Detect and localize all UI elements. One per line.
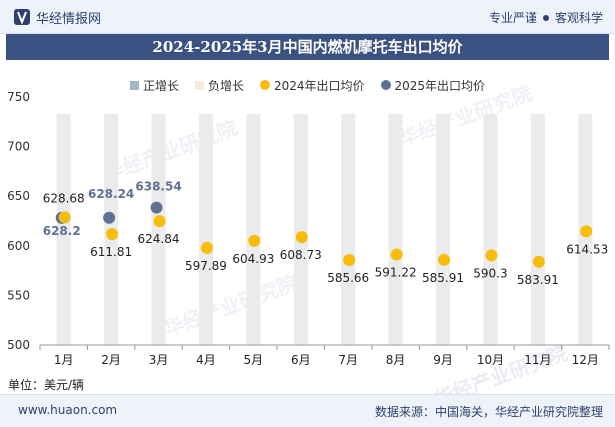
- x-tick-label: 9月: [433, 353, 453, 367]
- data-label-2024: 583.91: [517, 273, 559, 287]
- legend-label: 2024年出口均价: [273, 78, 365, 93]
- y-tick-label: 750: [7, 90, 30, 104]
- footer-bar: www.huaon.com 数据来源：中国海关，华经产业研究院整理: [0, 394, 615, 427]
- data-label-2025: 628.2: [43, 224, 81, 238]
- background-column: [436, 114, 451, 345]
- data-label-2025: 638.54: [135, 180, 181, 194]
- background-column: [341, 114, 356, 345]
- y-tick-label: 650: [7, 189, 30, 203]
- data-point-2024: [153, 215, 166, 228]
- data-label-2024: 591.22: [375, 266, 417, 280]
- background-column: [483, 114, 498, 345]
- data-label-2024: 590.3: [473, 266, 507, 280]
- x-tick-label: 10月: [477, 353, 504, 367]
- brand-name: 华经情报网: [36, 11, 102, 27]
- background-column: [530, 114, 545, 345]
- legend-swatch-negative: [194, 80, 204, 90]
- slogan-dot-icon: [542, 14, 549, 21]
- y-tick-label: 600: [7, 239, 30, 253]
- x-tick-label: 8月: [386, 353, 406, 367]
- x-tick-label: 2月: [101, 353, 121, 367]
- x-tick-label: 4月: [196, 353, 216, 367]
- chart-title: 2024-2025年3月中国内燃机摩托车出口均价: [6, 34, 609, 60]
- slogan-tag-2: 客观科学: [554, 11, 603, 25]
- data-label-2024: 614.53: [566, 242, 608, 256]
- legend-item-2024: 2024年出口均价: [259, 77, 365, 94]
- y-tick-label: 500: [7, 338, 30, 352]
- background-column: [151, 114, 166, 345]
- x-tick-label: 1月: [54, 353, 74, 367]
- background-column: [56, 114, 71, 345]
- data-label-2024: 585.66: [327, 271, 369, 285]
- legend-label: 2025年出口均价: [394, 78, 486, 93]
- x-tick-label: 12月: [572, 353, 599, 367]
- x-tick-label: 3月: [149, 353, 169, 367]
- data-point-2024: [532, 255, 545, 268]
- legend-swatch-positive: [129, 80, 139, 90]
- legend-label: 正增长: [142, 78, 179, 93]
- legend-item-2025: 2025年出口均价: [380, 77, 486, 94]
- data-point-2024: [200, 241, 213, 254]
- data-point-2024: [343, 254, 356, 267]
- top-bar: 华经情报网 专业严谨 客观科学: [0, 0, 615, 34]
- x-tick-label: 11月: [524, 353, 551, 367]
- data-point-2025: [103, 211, 116, 224]
- legend-swatch-2025: [380, 80, 391, 90]
- legend-item-negative: 负增长: [194, 77, 244, 94]
- data-point-2024: [295, 231, 308, 244]
- x-tick-label: 6月: [291, 353, 311, 367]
- unit-label: 单位：美元/辆: [8, 378, 85, 392]
- data-source: 数据来源：中国海关，华经产业研究院整理: [374, 405, 603, 419]
- legend: 正增长 负增长 2024年出口均价 2025年出口均价: [0, 77, 615, 93]
- slogan: 专业严谨 客观科学: [489, 9, 603, 26]
- data-point-2025: [150, 201, 163, 214]
- slogan-tag-1: 专业严谨: [488, 11, 537, 25]
- background-column: [388, 114, 403, 345]
- data-point-2024: [485, 249, 498, 262]
- data-label-2024: 611.81: [90, 245, 132, 259]
- data-label-2025: 628.24: [88, 187, 134, 201]
- background-column: [198, 114, 213, 345]
- data-label-2024: 585.91: [422, 271, 464, 285]
- legend-label: 负增长: [207, 78, 244, 93]
- background-column: [293, 114, 308, 345]
- data-point-2024: [390, 248, 403, 261]
- y-tick-label: 700: [7, 140, 30, 154]
- data-point-2024: [106, 228, 119, 241]
- data-label-2024: 628.68: [43, 191, 85, 205]
- background-column: [246, 114, 261, 345]
- data-point-2024: [580, 225, 593, 238]
- data-point-2024: [438, 253, 451, 266]
- x-tick-label: 7月: [338, 353, 358, 367]
- huajing-logo-icon: [14, 9, 30, 25]
- data-label-2024: 597.89: [185, 259, 227, 273]
- x-tick-label: 5月: [244, 353, 264, 367]
- data-label-2024: 608.73: [280, 248, 322, 262]
- legend-item-positive: 正增长: [129, 77, 179, 94]
- data-label-2024: 604.93: [232, 252, 274, 266]
- brand: 华经情报网: [14, 7, 101, 27]
- data-label-2024: 624.84: [138, 232, 180, 246]
- legend-swatch-2024: [259, 80, 270, 90]
- data-point-2024: [248, 234, 261, 247]
- footer-url[interactable]: www.huaon.com: [18, 403, 118, 417]
- y-tick-label: 550: [7, 288, 30, 302]
- data-point-2024: [58, 211, 71, 224]
